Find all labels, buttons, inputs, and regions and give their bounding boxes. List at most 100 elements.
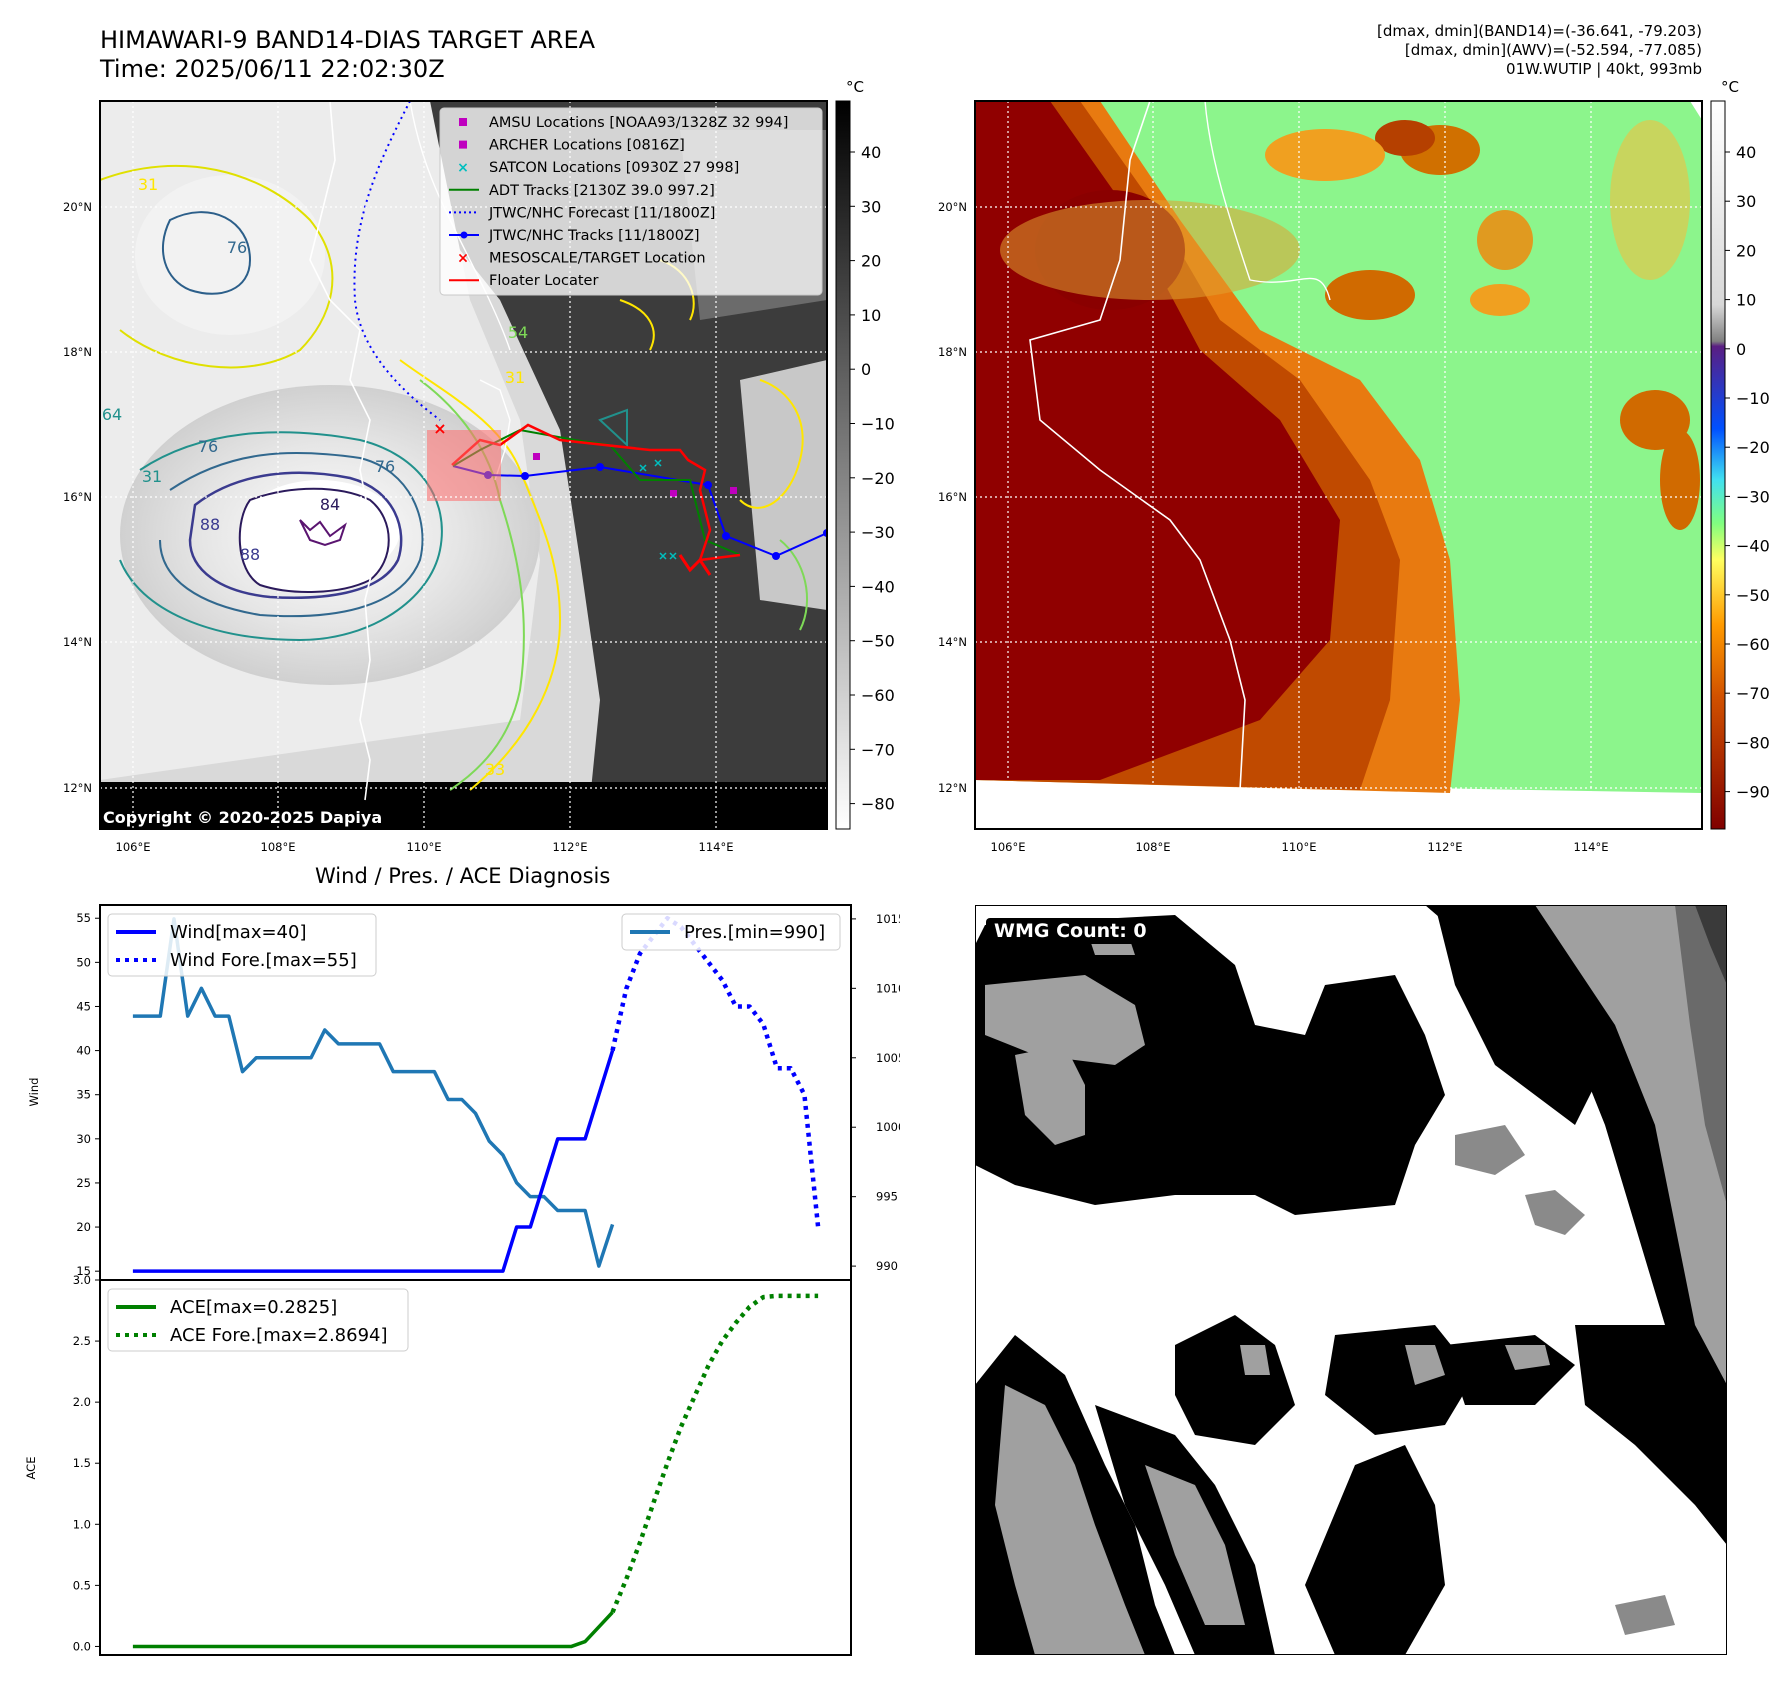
legend-item: JTWC/NHC Forecast [11/1800Z] [449, 205, 715, 221]
lat-label: 14°N [63, 635, 92, 649]
colorbar-tick-label: −70 [861, 740, 895, 759]
contour-label: 54 [508, 323, 528, 342]
lon-label: 112°E [1428, 840, 1463, 854]
wmg-count-badge: WMG Count: 0 [986, 918, 1155, 944]
contour-label: 88 [200, 515, 220, 534]
legend-item: JTWC/NHC Tracks [11/1800Z] [449, 228, 700, 244]
lon-label: 112°E [553, 840, 588, 854]
ir-colorbar-ticks: 40 30 20 10 0 −10 −20 −30 −40 −50 −60 −70 −80 [850, 143, 895, 814]
wind-tick-label: 45 [76, 999, 91, 1013]
colorbar-tick-label: −50 [1736, 586, 1770, 605]
wind-legend: Wind[max=40] Wind Fore.[max=55] [107, 913, 377, 977]
pressure-legend-label: Pres.[min=990] [684, 922, 825, 943]
ace-line [132, 1611, 614, 1649]
legend-label: JTWC/NHC Forecast [11/1800Z] [488, 205, 715, 221]
lat-label: 12°N [938, 781, 967, 795]
contour-label: 84 [320, 495, 340, 514]
lon-label: 110°E [1282, 840, 1317, 854]
pressure-tick-label: 990 [876, 1259, 898, 1273]
colorbar-tick-label: 20 [1736, 241, 1756, 260]
legend-item: × SATCON Locations [0930Z 27 998] [457, 160, 739, 176]
wind-legend-label: Wind[max=40] [170, 922, 307, 943]
pressure-tick-label: 1000 [876, 1120, 900, 1134]
pressure-legend: Pres.[min=990] [621, 913, 841, 951]
ace-tick-label: 0.5 [73, 1578, 91, 1592]
ace-axis-label: ACE [24, 1457, 38, 1480]
lat-label: 20°N [63, 200, 92, 214]
legend-label: SATCON Locations [0930Z 27 998] [489, 160, 739, 176]
legend-item: Floater Locater [449, 273, 598, 289]
copyright-text: Copyright © 2020-2025 Dapiya [103, 808, 383, 827]
map-legend: AMSU Locations [NOAA93/1328Z 32 994] ARCH… [439, 107, 823, 296]
ir-map-figure: × 31 76 64 54 76 88 84 33 [63, 100, 1770, 854]
wind-tick-label: 30 [76, 1132, 91, 1146]
wind-tick-label: 50 [76, 955, 91, 969]
ace-ticks: 0.0 0.5 1.0 1.5 2.0 2.5 3.0 [73, 1273, 100, 1653]
colorbar-tick-label: −80 [861, 795, 895, 814]
colorbar-tick-label: 10 [861, 306, 881, 325]
title-line-satellite: HIMAWARI-9 BAND14-DIAS TARGET AREA [100, 26, 596, 54]
title-line-time: Time: 2025/06/11 22:02:30Z [100, 55, 445, 83]
lon-label: 106°E [991, 840, 1026, 854]
colorbar-tick-label: 30 [1736, 192, 1756, 211]
ir-colorbar-unit: °C [846, 78, 864, 96]
legend-item: ARCHER Locations [0816Z] [459, 138, 685, 154]
svg-text:×: × [433, 419, 446, 438]
ace-legend-label: ACE[max=0.2825] [170, 1297, 337, 1318]
lon-label: 106°E [116, 840, 151, 854]
storm-info: [dmax, dmin](BAND14)=(-36.641, -79.203) … [1377, 22, 1702, 79]
wind-forecast-line [610, 915, 821, 1228]
awv-range-text: [dmax, dmin](AWV)=(-52.594, -77.085) [1404, 41, 1702, 59]
legend-label: ADT Tracks [2130Z 39.0 997.2] [489, 183, 715, 199]
awv-colorbar-unit: °C [1721, 78, 1739, 96]
ace-tick-label: 2.0 [73, 1395, 91, 1409]
colorbar-tick-label: 40 [1736, 143, 1756, 162]
colorbar-tick-label: 0 [1736, 340, 1746, 359]
ace-forecast-legend-label: ACE Fore.[max=2.8694] [170, 1325, 388, 1346]
contour-label: 31 [505, 368, 525, 387]
lat-label: 12°N [63, 781, 92, 795]
colorbar-tick-label: −80 [1736, 733, 1770, 752]
pressure-tick-label: 995 [876, 1190, 898, 1204]
colorbar-tick-label: −30 [1736, 487, 1770, 506]
legend-marker [459, 140, 467, 149]
colorbar-tick-label: −40 [861, 577, 895, 596]
color-map-lat-labels: 20°N 18°N 16°N 14°N 12°N [938, 200, 967, 795]
colorbar-tick-label: 10 [1736, 291, 1756, 310]
legend-marker-dot [460, 231, 468, 239]
wind-tick-label: 35 [76, 1088, 91, 1102]
contour-label: 88 [240, 545, 260, 564]
ace-tick-label: 2.5 [73, 1334, 91, 1348]
wmg-map [975, 905, 1727, 1655]
lat-label: 20°N [938, 200, 967, 214]
legend-marker: × [457, 160, 469, 176]
lon-label: 110°E [407, 840, 442, 854]
colorbar-tick-label: 0 [861, 360, 871, 379]
wind-axis-label: Wind [27, 1078, 41, 1107]
wind-tick-label: 25 [76, 1176, 91, 1190]
legend-label: Floater Locater [489, 273, 598, 289]
legend-item: ADT Tracks [2130Z 39.0 997.2] [449, 183, 715, 199]
legend-label: ARCHER Locations [0816Z] [489, 138, 685, 154]
lon-label: 108°E [1136, 840, 1171, 854]
lat-label: 18°N [63, 345, 92, 359]
lat-label: 14°N [938, 635, 967, 649]
lat-label: 16°N [63, 490, 92, 504]
pressure-line [132, 917, 615, 1268]
ace-legend: ACE[max=0.2825] ACE Fore.[max=2.8694] [107, 1288, 409, 1352]
colorbar-tick-label: −30 [861, 523, 895, 542]
pressure-tick-label: 1005 [876, 1051, 900, 1065]
ir-map-lon-labels: 106°E 108°E 110°E 112°E 114°E [116, 840, 734, 854]
wind-forecast-legend-label: Wind Fore.[max=55] [170, 950, 357, 971]
colorbar-tick-label: −60 [1736, 635, 1770, 654]
legend-label: JTWC/NHC Tracks [11/1800Z] [488, 228, 700, 244]
lon-label: 108°E [261, 840, 296, 854]
lat-label: 16°N [938, 490, 967, 504]
contour-label: 64 [102, 405, 122, 424]
contour-label: 33 [485, 760, 505, 779]
wind-pressure-series [132, 915, 821, 1273]
band14-range-text: [dmax, dmin](BAND14)=(-36.641, -79.203) [1377, 22, 1702, 40]
